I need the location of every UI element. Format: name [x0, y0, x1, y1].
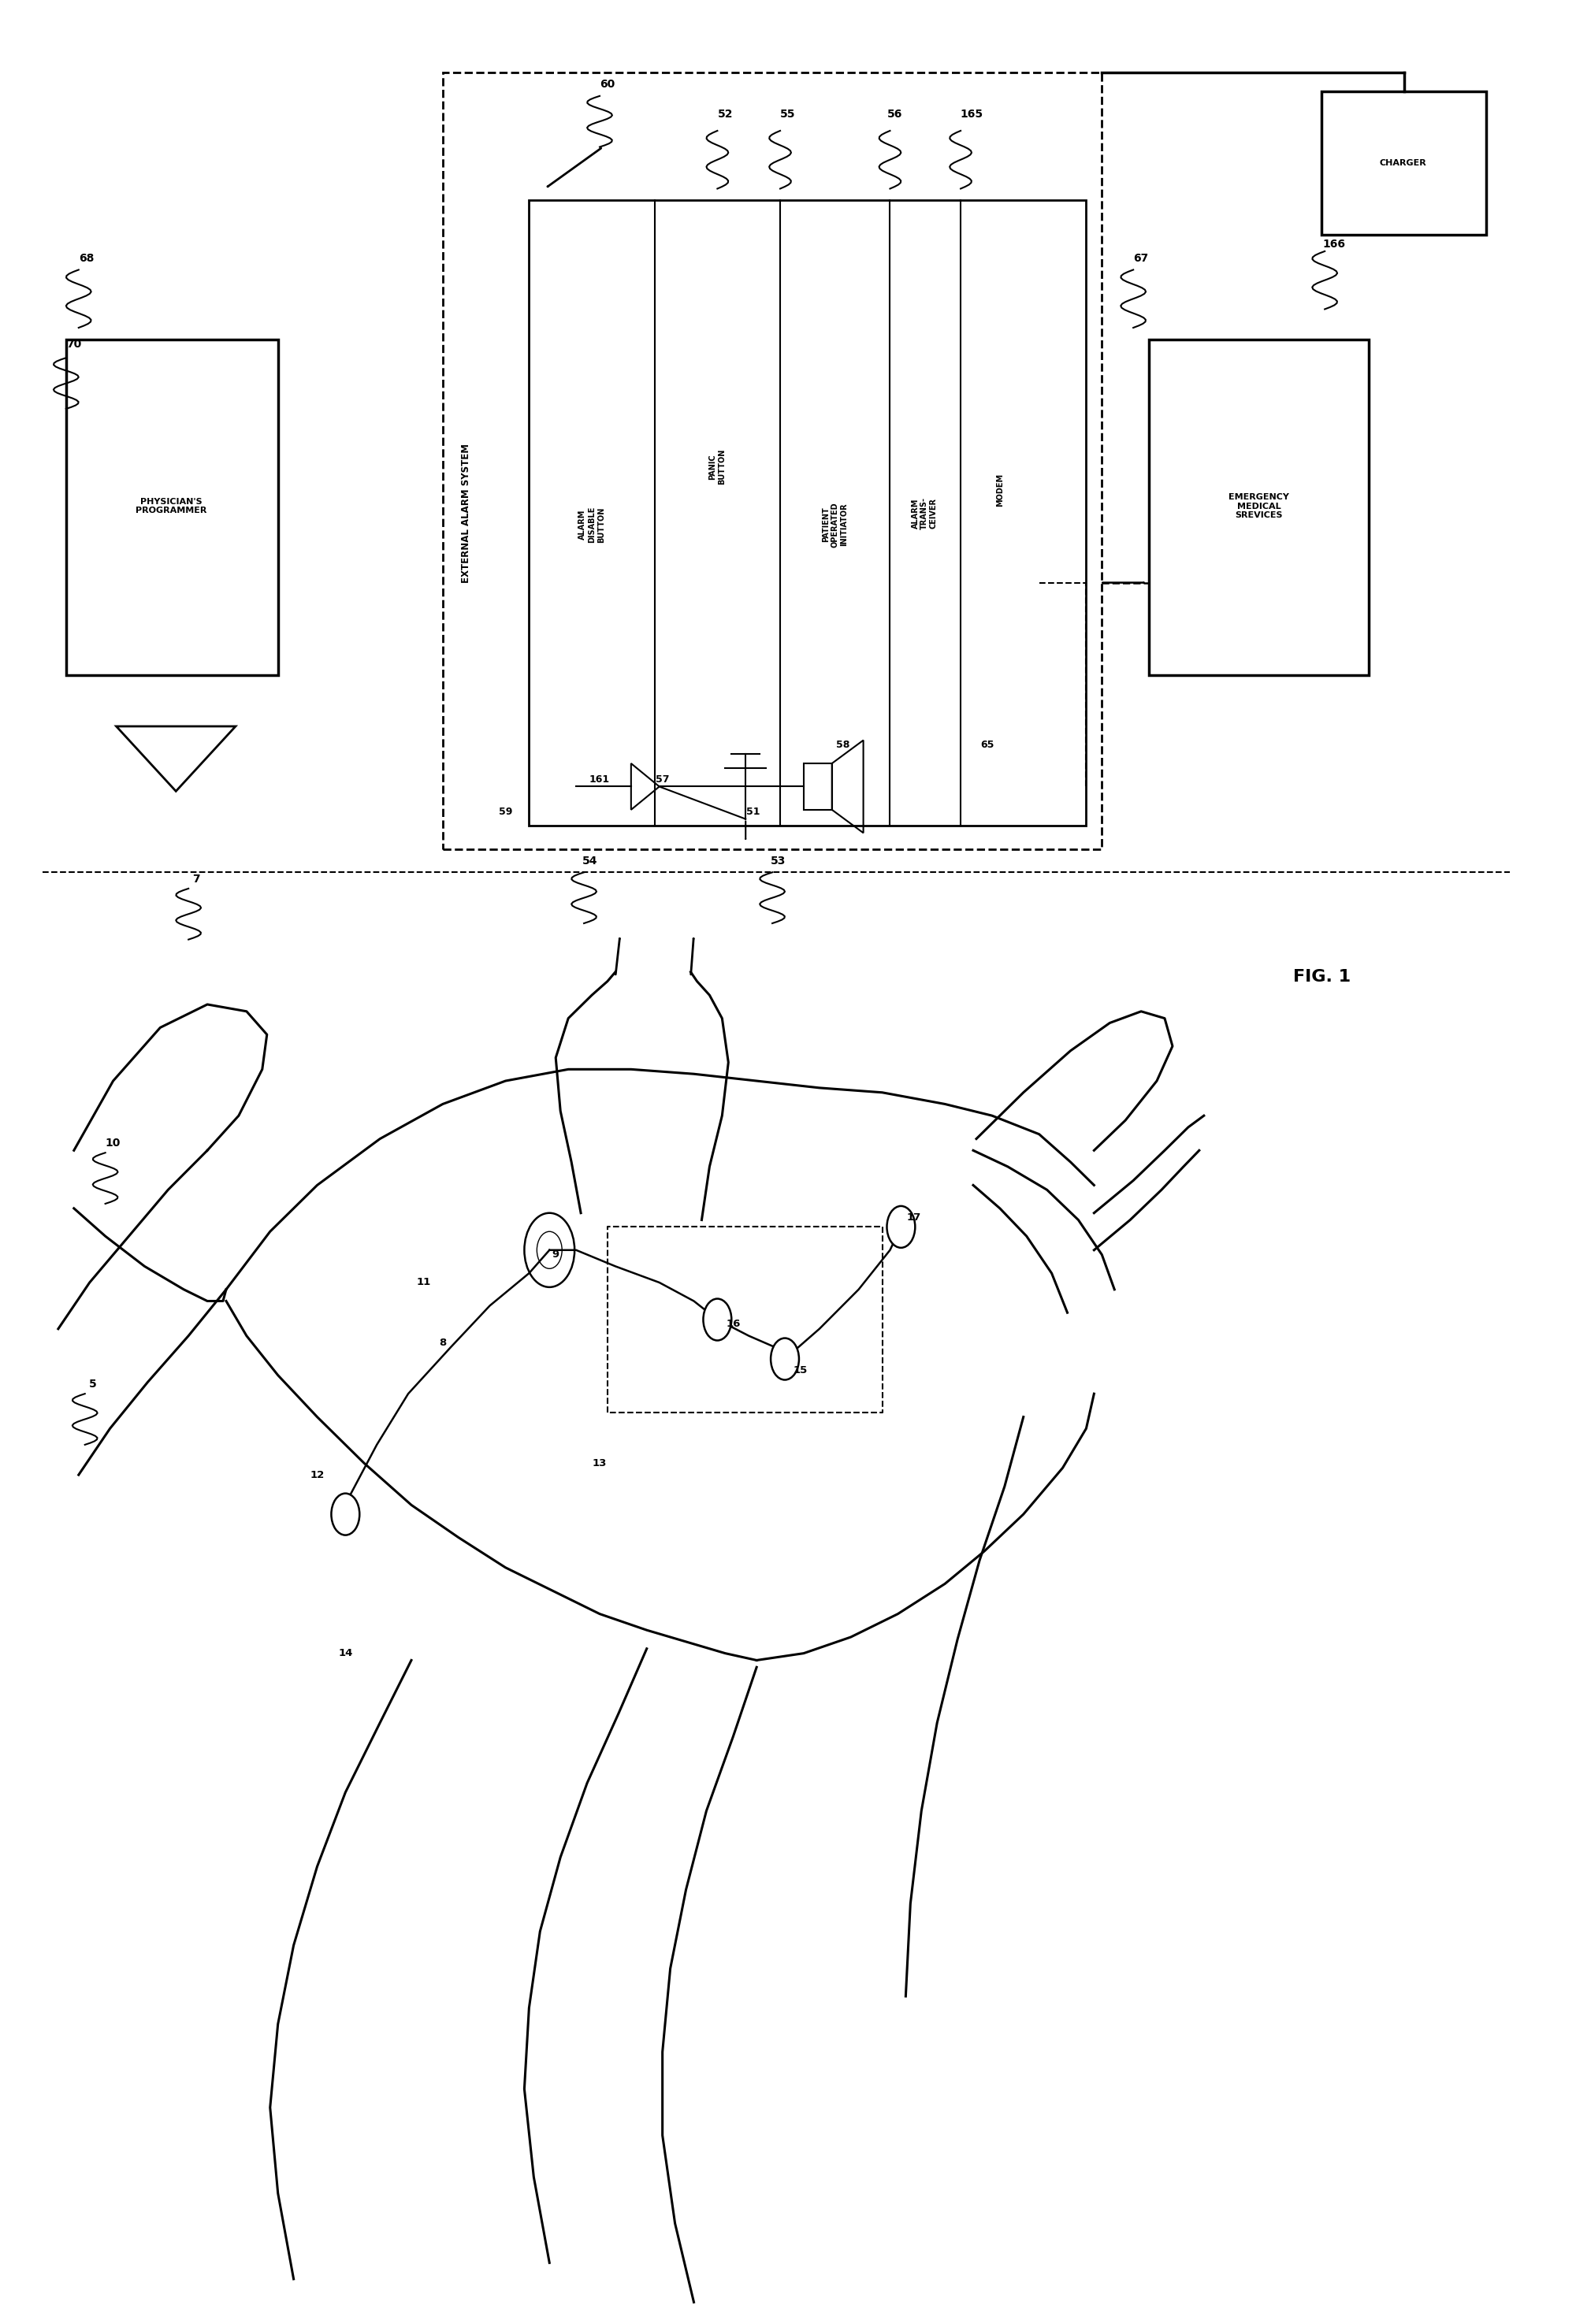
Text: 8: 8	[440, 1339, 446, 1348]
Text: PANIC
BUTTON: PANIC BUTTON	[709, 449, 727, 486]
Bar	[66, 339, 277, 676]
Text: PHYSICIAN'S
PROGRAMMER: PHYSICIAN'S PROGRAMMER	[136, 497, 206, 514]
Bar	[530, 200, 1086, 825]
Bar	[1149, 339, 1368, 676]
Text: 15: 15	[793, 1367, 808, 1376]
Text: CHARGER: CHARGER	[1379, 160, 1426, 167]
Text: 16: 16	[727, 1320, 741, 1329]
Text: 53: 53	[771, 855, 786, 867]
Text: 60: 60	[600, 79, 615, 91]
Text: 52: 52	[717, 109, 733, 121]
Text: 59: 59	[498, 806, 512, 818]
Text: PATIENT
OPERATED
INITIATOR: PATIENT OPERATED INITIATOR	[823, 502, 848, 548]
Text: 11: 11	[416, 1278, 432, 1287]
Circle shape	[771, 1339, 799, 1380]
Text: 17: 17	[906, 1213, 920, 1222]
Text: 13: 13	[593, 1457, 607, 1469]
Text: 14: 14	[339, 1648, 353, 1659]
Text: 51: 51	[747, 806, 760, 818]
Text: 12: 12	[310, 1469, 325, 1480]
Bar	[804, 762, 832, 809]
Text: ALARM
TRANS-
CEIVER: ALARM TRANS- CEIVER	[911, 497, 938, 530]
Text: 67: 67	[1133, 253, 1149, 263]
Circle shape	[887, 1206, 916, 1248]
Text: 57: 57	[656, 774, 670, 786]
Text: 7: 7	[192, 874, 200, 885]
Text: EXTERNAL ALARM SYSTEM: EXTERNAL ALARM SYSTEM	[462, 444, 471, 583]
Text: 56: 56	[887, 109, 903, 121]
Text: 54: 54	[583, 855, 597, 867]
Text: 68: 68	[79, 253, 95, 263]
Bar	[443, 72, 1102, 848]
Text: 55: 55	[780, 109, 796, 121]
Text: 58: 58	[837, 739, 849, 751]
Text: 10: 10	[106, 1139, 121, 1148]
Text: EMERGENCY
MEDICAL
SREVICES: EMERGENCY MEDICAL SREVICES	[1229, 493, 1289, 518]
Circle shape	[703, 1299, 731, 1341]
Text: FIG. 1: FIG. 1	[1292, 969, 1351, 985]
Text: 161: 161	[589, 774, 610, 786]
Text: 165: 165	[960, 109, 983, 121]
Bar	[1322, 91, 1486, 235]
Circle shape	[331, 1494, 359, 1536]
Text: ALARM
DISABLE
BUTTON: ALARM DISABLE BUTTON	[578, 507, 605, 544]
Text: 166: 166	[1322, 239, 1346, 249]
Text: MODEM: MODEM	[996, 474, 1004, 507]
Text: 5: 5	[88, 1378, 96, 1390]
Text: 9: 9	[552, 1250, 559, 1260]
Text: 70: 70	[66, 339, 82, 349]
Text: 65: 65	[980, 739, 994, 751]
